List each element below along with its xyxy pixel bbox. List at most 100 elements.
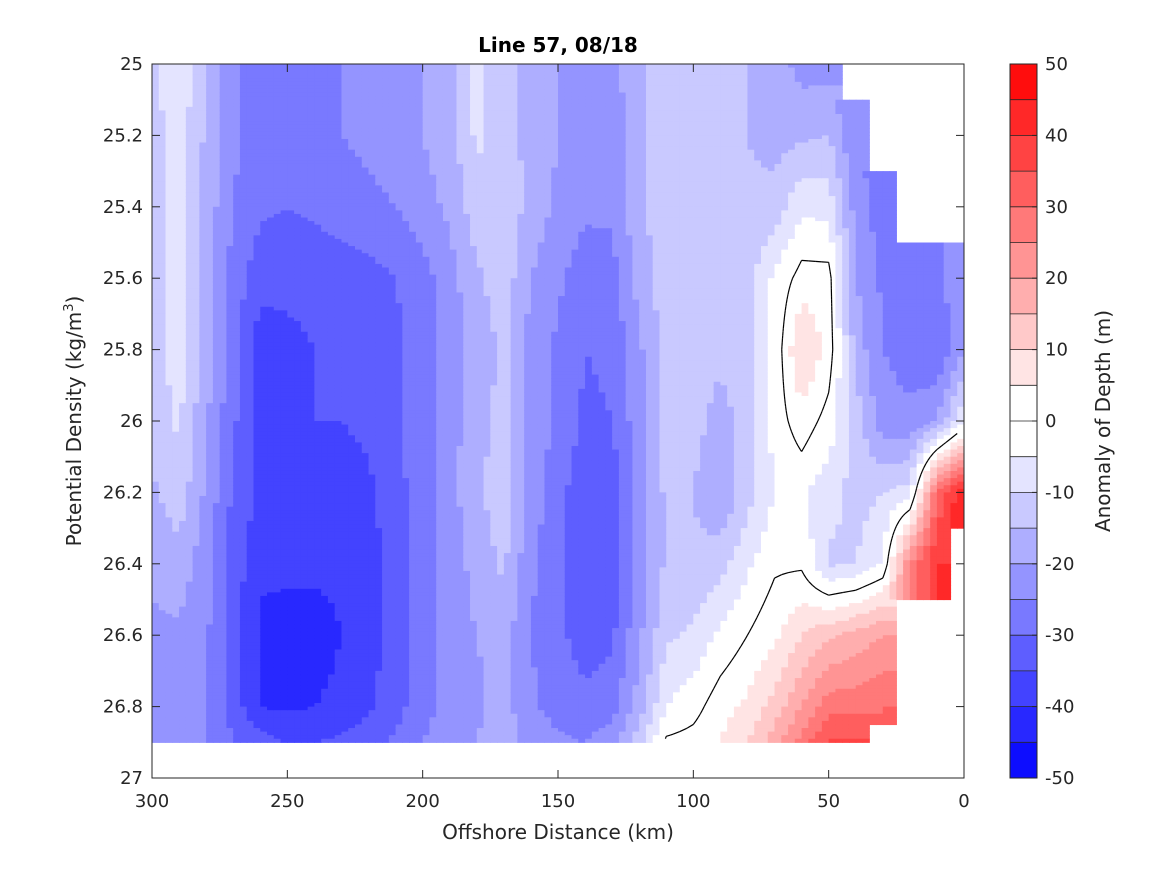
field-cell [158, 703, 167, 708]
field-cell [314, 574, 322, 579]
field-cell [314, 635, 322, 640]
field-cell [307, 71, 315, 76]
field-cell [321, 667, 329, 672]
field-cell [206, 710, 214, 715]
field-cell [219, 531, 228, 536]
field-cell [239, 653, 248, 658]
field-cell [158, 64, 167, 69]
field-cell [179, 578, 187, 583]
field-cell [165, 524, 173, 529]
field-cell [192, 453, 200, 458]
field-cell [280, 567, 288, 572]
field-cell [233, 160, 241, 165]
field-cell [219, 131, 228, 136]
field-cell [273, 645, 282, 651]
field-cell [192, 620, 200, 626]
field-cell [219, 392, 228, 397]
field-cell [233, 581, 241, 586]
field-cell [300, 581, 309, 586]
field-cell [314, 413, 322, 419]
field-cell [260, 542, 268, 547]
field-cell [165, 71, 173, 76]
field-cell [239, 545, 248, 551]
field-cell [212, 424, 221, 429]
field-cell [192, 438, 200, 444]
field-cell [267, 317, 275, 322]
field-cell [267, 553, 275, 558]
field-cell [287, 342, 295, 347]
field-cell [165, 628, 173, 633]
field-cell [185, 278, 194, 283]
field-cell [300, 217, 309, 222]
field-cell [212, 85, 221, 90]
field-cell [158, 321, 167, 326]
field-cell [192, 674, 200, 679]
field-cell [165, 285, 173, 290]
field-cell [246, 128, 255, 133]
field-cell [273, 363, 282, 369]
field-cell [192, 410, 200, 415]
field-cell [260, 335, 268, 340]
field-cell [199, 424, 207, 429]
field-cell [307, 645, 315, 651]
field-cell [172, 353, 180, 358]
field-cell [267, 213, 275, 219]
field-cell [239, 567, 248, 572]
field-cell [280, 442, 288, 447]
field-cell [239, 403, 248, 408]
field-cell [165, 113, 173, 119]
field-cell [158, 624, 167, 629]
field-cell [300, 692, 309, 697]
field-cell [219, 149, 228, 154]
field-cell [287, 296, 295, 301]
field-cell [206, 442, 214, 447]
field-cell [280, 399, 288, 404]
field-cell [206, 417, 214, 422]
field-cell [199, 138, 207, 144]
field-cell [239, 649, 248, 654]
field-cell [219, 331, 228, 336]
field-cell [280, 610, 288, 615]
field-cell [267, 467, 275, 472]
field-cell [280, 178, 288, 183]
field-cell [260, 281, 268, 286]
field-cell [172, 528, 180, 533]
field-cell [239, 685, 248, 690]
field-cell [172, 731, 180, 736]
field-cell [199, 638, 207, 643]
field-cell [165, 306, 173, 311]
field-cell [260, 396, 268, 401]
field-cell [158, 163, 167, 169]
field-cell [206, 431, 214, 436]
field-cell [314, 167, 322, 172]
field-cell [327, 92, 336, 97]
field-cell [199, 363, 207, 369]
field-cell [294, 242, 302, 247]
field-cell [233, 421, 241, 426]
field-cell [219, 228, 228, 233]
field-cell [185, 367, 194, 372]
field-cell [199, 306, 207, 311]
field-cell [233, 192, 241, 197]
field-cell [152, 335, 160, 340]
field-cell [152, 356, 160, 361]
field-cell [314, 581, 322, 586]
field-cell [192, 417, 200, 422]
field-cell [212, 117, 221, 122]
field-cell [192, 113, 200, 119]
field-cell [253, 296, 261, 301]
field-cell [314, 667, 322, 672]
field-cell [233, 595, 241, 601]
field-cell [165, 463, 173, 469]
field-cell [219, 178, 228, 183]
field-cell [206, 324, 214, 329]
field-cell [233, 181, 241, 186]
field-cell [233, 99, 241, 104]
field-cell [152, 103, 160, 108]
field-cell [158, 335, 167, 340]
field-cell [233, 113, 241, 119]
field-cell [260, 81, 268, 87]
field-cell [206, 224, 214, 229]
field-cell [219, 685, 228, 690]
field-cell [206, 331, 214, 336]
